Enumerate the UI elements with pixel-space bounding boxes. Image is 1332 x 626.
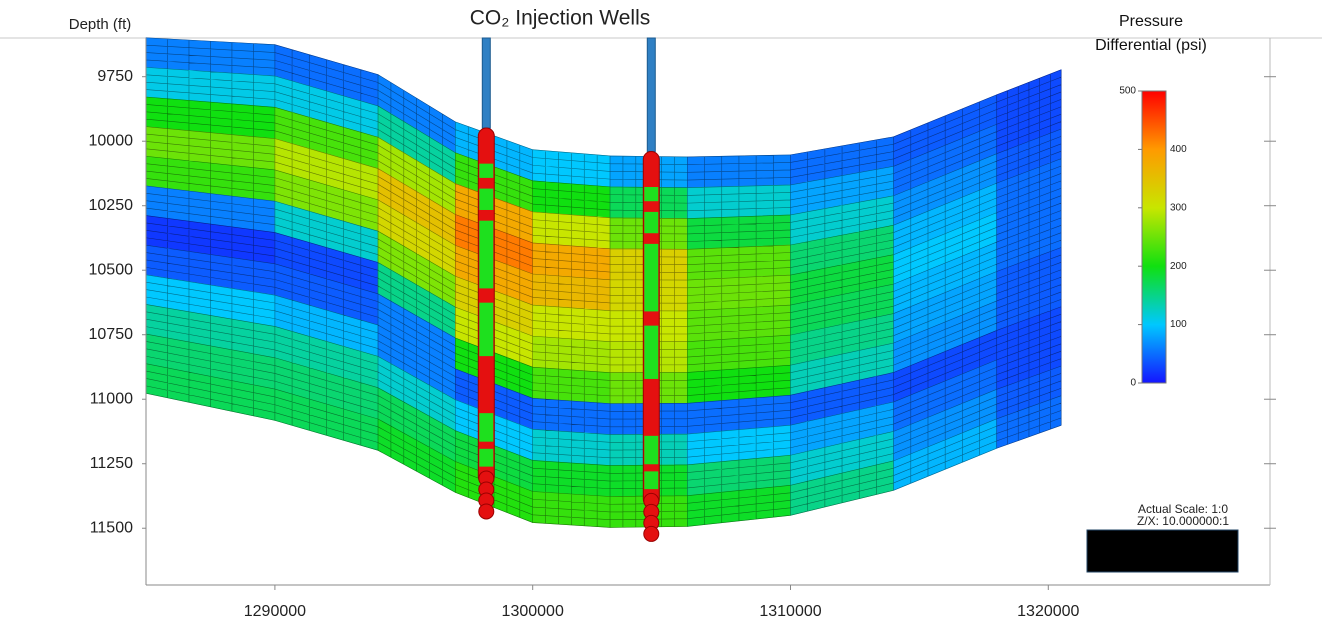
well-perforation [644, 243, 659, 312]
colorbar-tick-label: 100 [1170, 319, 1187, 330]
colorbar-tick-label: 200 [1170, 261, 1187, 272]
x-tick-label: 1310000 [759, 603, 821, 620]
well-perforation [644, 325, 659, 379]
chart-title: CO₂ Injection Wells [470, 7, 651, 30]
x-tick-label: 1300000 [502, 603, 564, 620]
well-ball [643, 525, 660, 542]
well-perforation [644, 187, 659, 202]
colorbar [1141, 90, 1167, 384]
y-tick-label: 11500 [90, 519, 133, 536]
y-tick-label: 9750 [97, 68, 133, 85]
colorbar-title: Pressure Differential (psi) [1095, 13, 1207, 54]
well-pipe [646, 37, 656, 152]
injection-well [642, 37, 660, 542]
well-ball [478, 503, 495, 520]
x-tick-label: 1290000 [244, 603, 306, 620]
y-axis-label: Depth (ft) [69, 16, 132, 33]
well-perforation [479, 163, 494, 178]
y-tick-label: 11250 [90, 455, 133, 472]
y-tick-label: 10000 [89, 132, 134, 149]
scale-annotation: Actual Scale: 1:0 [1138, 502, 1228, 516]
y-tick-label: 11000 [90, 390, 133, 407]
y-tick-label: 10750 [89, 326, 134, 343]
well-perforation [479, 448, 494, 467]
section [145, 37, 1062, 528]
injection-well [477, 37, 495, 520]
x-tick-label: 1320000 [1017, 603, 1079, 620]
well-perforation [479, 220, 494, 289]
well-perforation [479, 188, 494, 210]
well-perforation [479, 302, 494, 357]
well-pipe [481, 37, 491, 129]
well-perforation [479, 413, 494, 442]
y-tick-label: 10250 [89, 197, 134, 214]
scale-box [1086, 529, 1239, 573]
colorbar-tick-label: 0 [1130, 378, 1136, 389]
colorbar-tick-label: 500 [1119, 86, 1136, 97]
pressure-cell [996, 395, 1062, 449]
well-perforation [644, 471, 659, 490]
well-perforation [644, 435, 659, 465]
ratio-annotation: Z/X: 10.000000:1 [1137, 514, 1229, 528]
y-tick-label: 10500 [89, 261, 134, 278]
colorbar-tick-label: 400 [1170, 144, 1187, 155]
well-perforation [644, 211, 659, 234]
colorbar-tick-label: 300 [1170, 202, 1187, 213]
